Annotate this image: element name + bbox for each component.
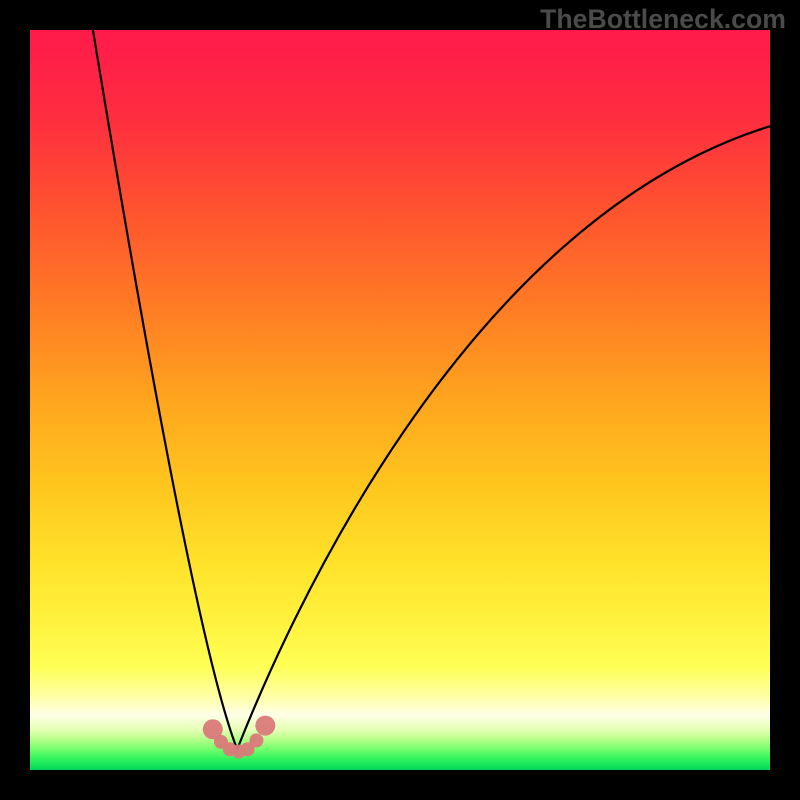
trough-marker	[255, 716, 275, 736]
plot-area	[30, 30, 770, 770]
bottleneck-curve	[93, 30, 770, 749]
curve-layer	[30, 30, 770, 770]
trough-marker	[249, 733, 263, 747]
trough-marker-group	[203, 716, 276, 759]
chart-frame: TheBottleneck.com	[0, 0, 800, 800]
